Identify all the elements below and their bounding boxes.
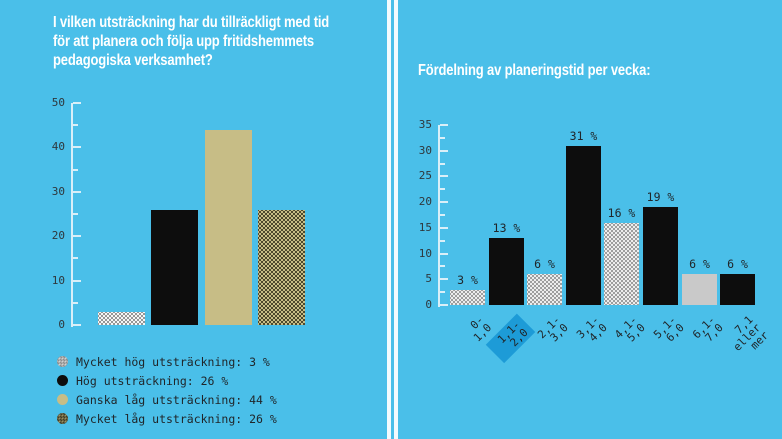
legend-marker-khaki	[57, 394, 68, 405]
y-minor-tick	[440, 291, 445, 294]
y-major-tick	[440, 149, 448, 152]
y-major-tick	[440, 124, 448, 126]
y-minor-tick	[440, 239, 445, 242]
y-tick-label: 20	[418, 195, 432, 209]
bar-4,1-5,0	[604, 223, 639, 305]
bar-value-label: 6 %	[534, 257, 555, 271]
bar-Mycket hög utsträckning	[98, 312, 145, 325]
y-major-tick	[440, 226, 448, 229]
y-major-tick	[440, 252, 448, 255]
x-tick-label-text: 2,1-3,0	[535, 313, 571, 345]
y-tick-label: 30	[418, 143, 432, 157]
legend-marker-dot-white	[57, 356, 68, 367]
y-major-tick	[440, 175, 448, 178]
legend-item: Hög utsträckning: 26 %	[57, 371, 277, 390]
bar-6,1-7,0	[682, 274, 717, 305]
bar-Hög utsträckning	[151, 210, 198, 325]
y-tick-label: 10	[51, 273, 65, 287]
y-tick-label: 5	[425, 272, 432, 286]
legend-item: Ganska låg utsträckning: 44 %	[57, 390, 277, 409]
legend-label: Mycket hög utsträckning: 3 %	[76, 354, 270, 369]
y-minor-tick	[440, 214, 445, 216]
legend-label: Hög utsträckning: 26 %	[76, 373, 229, 388]
bar-7,1 eller mer	[720, 274, 755, 305]
y-minor-tick	[440, 136, 445, 139]
x-tick-label-text: 6,1-7,0	[690, 313, 726, 345]
bar-Ganska låg utsträckning	[205, 130, 252, 325]
y-tick-label: 40	[51, 140, 65, 154]
left-chart-legend: Mycket hög utsträckning: 3 % Hög utsträck…	[57, 352, 277, 428]
y-major-tick	[73, 324, 81, 326]
legend-label: Ganska låg utsträckning: 44 %	[76, 392, 277, 407]
bar-5,1-6,0	[643, 207, 678, 305]
y-major-tick	[73, 146, 81, 149]
bar-0-1,0	[450, 290, 485, 305]
y-major-tick	[73, 190, 81, 193]
bar-3,1-4,0	[566, 146, 601, 305]
y-tick-label: 15	[418, 220, 432, 234]
y-minor-tick	[73, 257, 78, 260]
bar-Mycket låg utsträckning	[258, 210, 305, 325]
y-tick-label: 35	[418, 118, 432, 131]
y-minor-tick	[440, 162, 445, 165]
x-tick-label-text: 4,1-5,0	[612, 313, 648, 345]
y-major-tick	[73, 102, 81, 104]
y-tick-label: 30	[51, 184, 65, 198]
legend-label: Mycket låg utsträckning: 26 %	[76, 411, 277, 426]
y-minor-tick	[73, 301, 78, 304]
right-chart-title: Fördelning av planeringstid per vecka:	[418, 62, 651, 79]
bar-value-label: 3 %	[457, 273, 478, 287]
y-minor-tick	[73, 213, 78, 215]
y-tick-label: 50	[51, 96, 65, 109]
y-tick-label: 20	[51, 229, 65, 243]
y-minor-tick	[440, 188, 445, 191]
y-minor-tick	[440, 265, 445, 268]
y-major-tick	[440, 201, 448, 204]
y-tick-label: 0	[58, 318, 65, 331]
left-chart-title: I vilken utsträckning har du tillräcklig…	[53, 14, 330, 69]
bar-value-label: 6 %	[727, 257, 748, 271]
y-major-tick	[440, 278, 448, 281]
y-tick-label: 10	[418, 246, 432, 260]
y-tick-label: 0	[425, 298, 432, 311]
y-major-tick	[73, 279, 81, 282]
bar-value-label: 13 %	[492, 221, 521, 235]
bar-1,1-2,0	[489, 238, 524, 305]
panel-divider-line-left	[387, 0, 391, 439]
bar-value-label: 16 %	[607, 206, 636, 220]
x-tick-label-text: 1,1-2,0	[485, 314, 535, 364]
y-minor-tick	[73, 168, 78, 171]
y-major-tick	[73, 235, 81, 238]
legend-marker-black	[57, 375, 68, 386]
panel-divider-line-right	[394, 0, 398, 439]
bar-value-label: 31 %	[569, 129, 598, 143]
legend-item: Mycket låg utsträckning: 26 %	[57, 409, 277, 428]
x-tick-label-text: 3,1-4,0	[574, 313, 610, 345]
y-minor-tick	[73, 124, 78, 127]
y-axis-line	[71, 103, 73, 327]
legend-marker-dot-khaki	[57, 413, 68, 424]
bar-value-label: 6 %	[689, 257, 710, 271]
y-axis-line	[438, 125, 440, 307]
x-tick-label-text: 0-1,0	[467, 313, 494, 345]
y-tick-label: 25	[418, 169, 432, 183]
x-tick-label-text: 5,1-6,0	[651, 313, 687, 345]
x-tick-label-text: 7,1 eller mer	[731, 313, 772, 354]
bar-2,1-3,0	[527, 274, 562, 305]
legend-item: Mycket hög utsträckning: 3 %	[57, 352, 277, 371]
y-major-tick	[440, 304, 448, 306]
bar-value-label: 19 %	[646, 190, 675, 204]
